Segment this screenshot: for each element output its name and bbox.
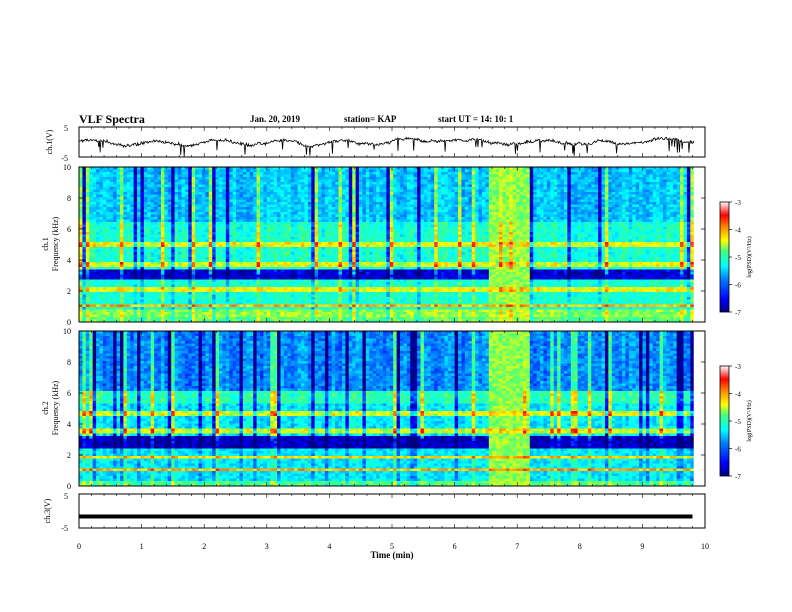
x-tick-label: 3 <box>265 542 269 551</box>
ch1-ytick-label: 0 <box>67 318 71 327</box>
ch2-colorbar-ticks: -3 -4 -5 -6 -7 <box>729 363 741 481</box>
x-tick-label: 0 <box>77 542 81 551</box>
ch2-ytick-labels: 0 2 4 6 8 10 <box>63 327 705 491</box>
x-tick-label: 10 <box>701 542 709 551</box>
ch1-ytick-bottom: -5 <box>61 154 68 163</box>
x-tick-label: 5 <box>390 542 394 551</box>
ch2-colorbar-tick-label: -3 <box>735 363 741 371</box>
ch1-colorbar-tick-label: -6 <box>735 282 741 290</box>
ch2-spectrogram-panel: 0 2 4 6 8 10 ch.2 Frequency (kHz) <box>41 327 706 491</box>
ch1-ytick-label: 4 <box>67 256 71 265</box>
ch3-ytick-bottom: -5 <box>61 524 68 533</box>
x-axis-label: Time (min) <box>370 550 413 560</box>
ch1-spectrogram-ylabel-channel: ch.1 <box>41 237 50 251</box>
figure-title: VLF Spectra <box>79 112 145 126</box>
ch1-spectrogram-panel: 0 2 4 6 8 10 ch.1 Frequency (kHz) <box>41 163 706 327</box>
ch1-waveform-ticks <box>78 127 706 157</box>
ch2-ytick-label: 6 <box>67 389 71 398</box>
ch1-spectrogram-image <box>79 167 705 323</box>
x-tick-label: 8 <box>578 542 582 551</box>
ch3-waveform-ticks <box>78 494 706 528</box>
ch1-colorbar-ticks: -3 -4 -5 -6 -7 <box>729 199 741 317</box>
ch1-ytick-top: 5 <box>64 124 68 133</box>
ch3-ytick-top: 5 <box>64 492 68 501</box>
x-tick-label: 6 <box>453 542 457 551</box>
figure-station: station= KAP <box>344 114 397 124</box>
ch1-waveform-trace <box>78 136 695 157</box>
ch2-spectrogram-ylabel-frequency: Frequency (kHz) <box>51 380 60 435</box>
ch1-colorbar-tick-label: -7 <box>735 309 741 317</box>
x-tick-label: 2 <box>202 542 206 551</box>
ch2-ytick-label: 4 <box>67 420 71 429</box>
ch1-spectrogram-ylabel-frequency: Frequency (kHz) <box>51 216 60 271</box>
ch2-ytick-label: 8 <box>67 358 71 367</box>
x-tick-label: 7 <box>515 542 519 551</box>
ch1-waveform-ylabel: ch.1(V) <box>45 129 54 154</box>
figure-start-time: start UT = 14: 10: 1 <box>438 114 514 124</box>
ch1-colorbar-tick-label: -5 <box>735 254 741 262</box>
ch2-ytick-label: 0 <box>67 482 71 491</box>
x-tick-label: 9 <box>640 542 644 551</box>
ch1-spectrogram-ticks <box>78 167 706 322</box>
ch1-colorbar-tick-label: -3 <box>735 199 741 207</box>
x-tick-label: 1 <box>140 542 144 551</box>
ch2-colorbar-tick-label: -7 <box>735 473 741 481</box>
ch2-colorbar-label: log(PSD)(V²/Hz) <box>746 400 753 441</box>
ch1-ytick-label: 2 <box>67 287 71 296</box>
ch2-ytick-label: 10 <box>63 327 71 336</box>
ch2-ytick-label: 2 <box>67 451 71 460</box>
ch2-spectrogram-ylabel-channel: ch.2 <box>41 401 50 415</box>
ch1-ytick-label: 10 <box>63 163 71 172</box>
figure-date: Jan. 20, 2019 <box>250 114 301 124</box>
ch1-waveform-panel: 5 -5 ch.1(V) <box>45 124 706 163</box>
ch1-ytick-label: 8 <box>67 194 71 203</box>
ch2-colorbar-tick-label: -6 <box>735 446 741 454</box>
ch1-ytick-labels: 0 2 4 6 8 10 <box>63 163 705 327</box>
ch1-ytick-label: 6 <box>67 225 71 234</box>
ch1-colorbar-label: log(PSD)(V²/Hz) <box>746 236 753 277</box>
ch2-spectrogram-image <box>79 331 705 487</box>
x-tick-label: 4 <box>327 542 331 551</box>
ch2-spectrogram-ticks <box>78 331 706 486</box>
ch1-colorbar: -3 -4 -5 -6 -7 log(PSD)(V²/Hz) <box>719 199 753 317</box>
ch2-colorbar-tick-label: -4 <box>735 391 741 399</box>
ch1-colorbar-tick-label: -4 <box>735 227 741 235</box>
x-axis-tick-labels: 0 1 2 3 4 5 6 7 8 9 10 <box>77 542 709 551</box>
ch3-waveform-panel: 5 -5 ch.3(V) <box>43 492 706 533</box>
ch2-colorbar: -3 -4 -5 -6 -7 log(PSD)(V²/Hz) <box>719 363 753 481</box>
ch3-waveform-ylabel: ch.3(V) <box>43 498 52 523</box>
ch2-colorbar-tick-label: -5 <box>735 418 741 426</box>
